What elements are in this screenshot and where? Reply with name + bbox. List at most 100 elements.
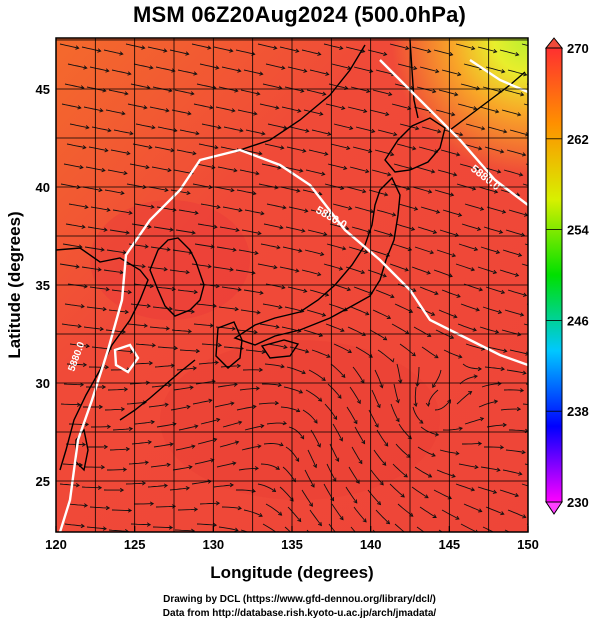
- streamline-arrowhead: [143, 323, 148, 328]
- streamline: [89, 286, 110, 291]
- streamline-arrowhead: [415, 126, 420, 131]
- streamline-arrowhead: [497, 309, 503, 315]
- temperature-field: 5880.0 5880.0 5880.0: [56, 38, 547, 532]
- streamline-arrowhead: [303, 68, 308, 73]
- streamline: [504, 309, 524, 316]
- streamline-arrowhead: [214, 360, 219, 365]
- streamline: [464, 203, 484, 210]
- streamline-arrowhead: [478, 287, 484, 292]
- streamline: [287, 286, 307, 292]
- streamline-arrowhead: [514, 272, 520, 277]
- streamline-arrowhead: [168, 88, 173, 93]
- streamline: [112, 209, 132, 214]
- streamline: [237, 109, 257, 115]
- streamline-arrowhead: [261, 349, 266, 355]
- streamline: [285, 446, 299, 462]
- y-tick-label: 30: [36, 376, 50, 391]
- streamline-arrowhead: [388, 91, 393, 97]
- streamline: [61, 103, 81, 109]
- streamline: [375, 69, 395, 76]
- streamline: [223, 346, 244, 350]
- streamline-arrowhead: [321, 171, 326, 176]
- streamline-arrowhead: [361, 332, 366, 337]
- streamline-arrowhead: [497, 381, 502, 386]
- streamline-arrowhead: [237, 505, 242, 511]
- streamline-arrowhead: [77, 323, 82, 329]
- streamline: [372, 309, 391, 319]
- streamline: [279, 266, 299, 272]
- streamline: [62, 243, 82, 248]
- streamline: [323, 483, 334, 501]
- streamline-arrowhead: [451, 473, 456, 478]
- streamline: [394, 523, 405, 532]
- streamline: [305, 169, 325, 175]
- streamline-arrowhead: [297, 108, 302, 113]
- streamline: [174, 529, 195, 532]
- streamline-arrowhead: [360, 269, 366, 275]
- field-warm-yellowsea: [90, 200, 250, 320]
- streamline-arrowhead: [106, 207, 111, 212]
- streamline-arrowhead: [77, 105, 82, 110]
- streamline: [370, 469, 384, 486]
- streamline: [83, 326, 104, 330]
- streamline-arrowhead: [234, 527, 239, 532]
- streamline-arrowhead: [405, 186, 411, 191]
- streamline: [221, 286, 242, 291]
- streamline: [109, 229, 130, 234]
- streamline-arrowhead: [80, 304, 85, 309]
- streamline: [432, 369, 442, 388]
- streamline: [126, 401, 147, 405]
- credit-drawing: Drawing by DCL (https://www.gfd-dennou.o…: [163, 594, 436, 605]
- streamline-arrowhead: [151, 343, 156, 348]
- streamline-arrowhead: [299, 168, 304, 173]
- streamline-arrowhead: [231, 108, 236, 113]
- streamline-arrowhead: [147, 440, 152, 445]
- streamline: [375, 289, 394, 298]
- streamline-arrowhead: [518, 172, 524, 177]
- streamline-arrowhead: [521, 449, 526, 455]
- streamline: [191, 43, 211, 49]
- streamline-arrowhead: [353, 499, 358, 504]
- streamline: [427, 389, 439, 407]
- streamline-arrowhead: [324, 292, 330, 297]
- streamline-arrowhead: [501, 69, 506, 74]
- streamline-arrowhead: [539, 327, 542, 331]
- streamline: [110, 368, 131, 371]
- streamline-arrowhead: [194, 210, 199, 215]
- streamline-arrowhead: [478, 508, 483, 513]
- streamline-arrowhead: [383, 192, 389, 197]
- streamline-arrowhead: [235, 227, 240, 233]
- streamline-arrowhead: [148, 144, 153, 150]
- streamline-arrowhead: [544, 509, 547, 512]
- streamline-arrowhead: [188, 465, 193, 470]
- streamline: [499, 489, 519, 497]
- streamline: [325, 103, 345, 109]
- streamline: [465, 343, 485, 350]
- streamline-arrowhead: [187, 111, 192, 116]
- streamline-arrowhead: [475, 529, 478, 532]
- streamline: [311, 349, 331, 358]
- streamline-arrowhead: [280, 145, 285, 150]
- streamline-arrowhead: [368, 353, 373, 358]
- streamline: [177, 508, 198, 511]
- streamline-arrowhead: [395, 418, 400, 423]
- streamline-arrowhead: [105, 68, 110, 73]
- streamline-arrowhead: [522, 514, 527, 519]
- streamline-arrowhead: [119, 51, 124, 56]
- streamline: [243, 509, 263, 517]
- streamline: [195, 380, 216, 385]
- streamline: [394, 303, 413, 313]
- streamline-arrowhead: [84, 422, 90, 427]
- streamline: [457, 103, 477, 110]
- streamline: [63, 163, 83, 169]
- streamline: [414, 246, 434, 254]
- streamline-arrowhead: [413, 65, 418, 71]
- streamline-arrowhead: [386, 315, 392, 319]
- streamline-arrowhead: [141, 481, 147, 486]
- streamline: [331, 503, 344, 520]
- streamline: [419, 286, 439, 295]
- streamline: [238, 249, 258, 254]
- streamline: [156, 206, 176, 211]
- streamline: [239, 169, 259, 175]
- streamline: [441, 69, 461, 76]
